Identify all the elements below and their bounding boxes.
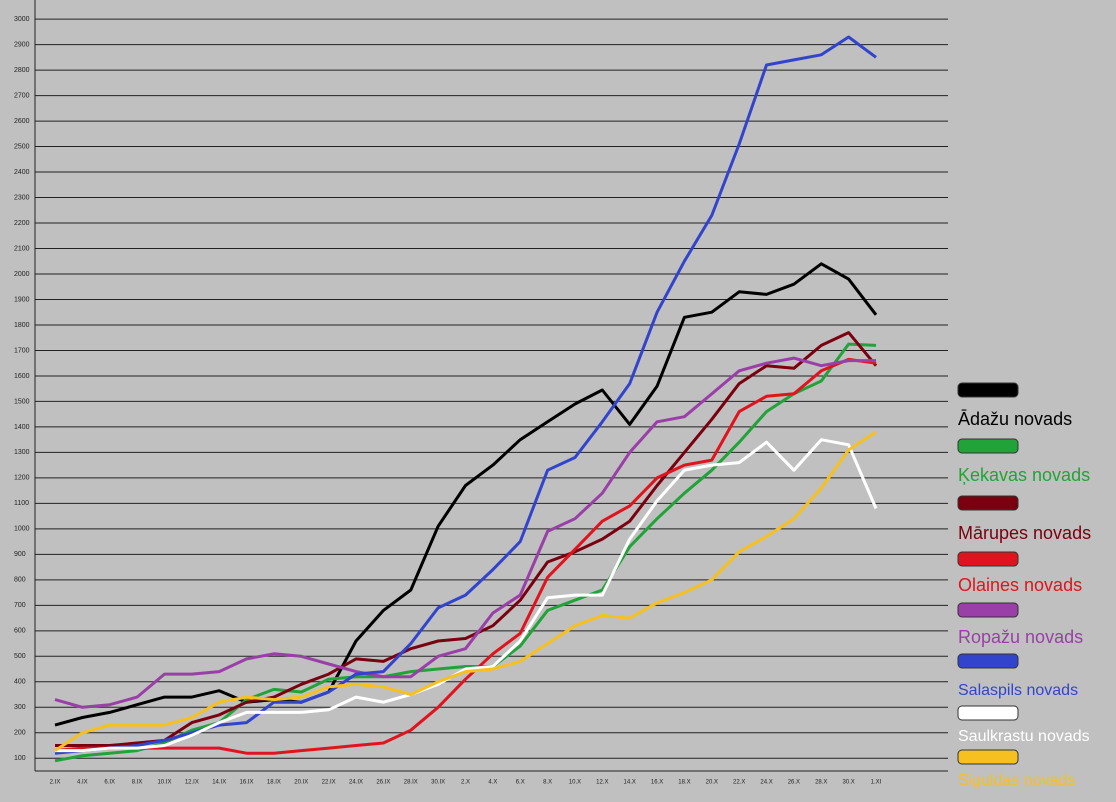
legend-label: Siguldas novads bbox=[958, 772, 1075, 789]
y-tick-label: 1700 bbox=[14, 347, 30, 354]
legend-swatch bbox=[957, 382, 1019, 398]
x-tick-label: 8.IX bbox=[132, 780, 143, 786]
x-tick-label: 24.X bbox=[760, 780, 772, 786]
x-tick-label: 10.X bbox=[569, 780, 581, 786]
legend-swatch bbox=[957, 551, 1019, 567]
series-line bbox=[54, 262, 878, 727]
x-tick-label: 6.IX bbox=[104, 780, 115, 786]
x-tick-label: 28.X bbox=[815, 780, 827, 786]
y-tick-label: 1600 bbox=[14, 373, 30, 380]
x-tick-label: 18.X bbox=[678, 780, 690, 786]
x-tick-label: 4.X bbox=[488, 780, 497, 786]
x-tick-label: 2.X bbox=[461, 780, 470, 786]
y-tick-label: 2900 bbox=[14, 41, 30, 48]
x-tick-label: 30.IX bbox=[431, 780, 445, 786]
x-tick-label: 14.X bbox=[624, 780, 636, 786]
legend-label: Ropažu novads bbox=[958, 627, 1083, 647]
y-tick-label: 1200 bbox=[14, 475, 30, 482]
y-tick-label: 1400 bbox=[14, 424, 30, 431]
series-line bbox=[54, 430, 877, 752]
y-tick-label: 1000 bbox=[14, 526, 30, 533]
legend-label: Ādažu novads bbox=[958, 409, 1072, 429]
x-tick-label: 26.IX bbox=[376, 780, 390, 786]
x-tick-label: 4.IX bbox=[77, 780, 88, 786]
x-tick-label: 30.X bbox=[842, 780, 854, 786]
legend-label: Ķekavas novads bbox=[958, 465, 1090, 485]
x-tick-label: 16.X bbox=[651, 780, 663, 786]
y-tick-label: 200 bbox=[14, 730, 26, 737]
legend-swatch bbox=[957, 495, 1019, 511]
x-tick-label: 1.XI bbox=[871, 780, 882, 786]
x-tick-label: 20.IX bbox=[294, 780, 308, 786]
series-line bbox=[55, 331, 878, 747]
y-tick-label: 1500 bbox=[14, 398, 30, 405]
x-tick-label: 22.IX bbox=[322, 780, 336, 786]
series-line bbox=[54, 342, 877, 763]
y-tick-label: 2800 bbox=[14, 67, 30, 74]
legend-swatch bbox=[957, 438, 1019, 454]
x-tick-label: 20.X bbox=[706, 780, 718, 786]
y-tick-label: 2100 bbox=[14, 245, 30, 252]
x-tick-label: 12.X bbox=[596, 780, 608, 786]
legend-label: Mārupes novads bbox=[958, 523, 1091, 543]
y-tick-label: 2500 bbox=[14, 143, 30, 150]
y-tick-label: 300 bbox=[14, 704, 26, 711]
x-tick-label: 2.IX bbox=[50, 780, 61, 786]
series-line bbox=[54, 357, 877, 755]
x-tick-label: 14.IX bbox=[212, 780, 226, 786]
y-tick-label: 1800 bbox=[14, 322, 30, 329]
series-line bbox=[54, 35, 877, 755]
legend-swatch bbox=[957, 602, 1019, 618]
x-tick-label: 6.X bbox=[516, 780, 525, 786]
y-tick-label: 400 bbox=[14, 679, 26, 686]
legend-swatch bbox=[957, 653, 1019, 669]
y-tick-label: 900 bbox=[14, 551, 26, 558]
x-tick-label: 24.IX bbox=[349, 780, 363, 786]
y-tick-label: 100 bbox=[14, 755, 26, 762]
y-tick-label: 2200 bbox=[14, 220, 30, 227]
y-tick-label: 3000 bbox=[14, 16, 30, 23]
y-tick-label: 2700 bbox=[14, 92, 30, 99]
y-tick-label: 600 bbox=[14, 628, 26, 635]
x-tick-label: 28.IX bbox=[404, 780, 418, 786]
x-tick-label: 18.IX bbox=[267, 780, 281, 786]
y-tick-label: 1900 bbox=[14, 296, 30, 303]
y-tick-label: 1100 bbox=[14, 500, 29, 507]
x-tick-label: 16.IX bbox=[240, 780, 254, 786]
series-line bbox=[55, 438, 878, 753]
x-tick-label: 22.X bbox=[733, 780, 745, 786]
y-tick-label: 2600 bbox=[14, 118, 30, 125]
y-tick-label: 500 bbox=[14, 653, 26, 660]
y-tick-label: 2400 bbox=[14, 169, 30, 176]
x-tick-label: 12.IX bbox=[185, 780, 199, 786]
y-tick-label: 2300 bbox=[14, 194, 30, 201]
x-tick-label: 10.IX bbox=[157, 780, 171, 786]
legend-swatch bbox=[957, 705, 1019, 721]
y-tick-label: 800 bbox=[14, 577, 26, 584]
legend-label: Salaspils novads bbox=[958, 682, 1078, 699]
legend-label: Saulkrastu novads bbox=[958, 728, 1090, 745]
legend-label: Olaines novads bbox=[958, 575, 1082, 595]
y-tick-label: 2000 bbox=[14, 271, 30, 278]
series-line bbox=[54, 356, 876, 709]
x-tick-label: 26.X bbox=[788, 780, 800, 786]
x-tick-label: 8.X bbox=[543, 780, 552, 786]
y-tick-label: 1300 bbox=[14, 449, 30, 456]
legend-swatch bbox=[957, 749, 1019, 765]
y-tick-label: 700 bbox=[14, 602, 26, 609]
